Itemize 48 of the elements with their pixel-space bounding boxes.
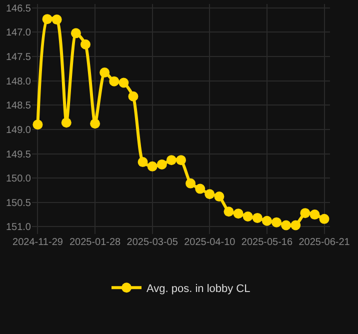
point — [128, 91, 138, 102]
x-tick-label: 2025-03-05 — [126, 237, 178, 248]
point — [204, 189, 215, 200]
y-tick-label: 150.0 — [6, 174, 32, 185]
point — [290, 220, 301, 230]
point — [138, 157, 148, 168]
y-tick-label: 149.0 — [6, 124, 32, 136]
point — [147, 161, 158, 172]
y-tick-label: 149.5 — [6, 149, 32, 160]
point — [156, 159, 167, 170]
point — [166, 155, 176, 166]
x-tick-label: 2025-05-16 — [241, 237, 293, 248]
y-tick-label: 147.0 — [6, 28, 32, 39]
point — [195, 184, 206, 194]
point — [319, 214, 330, 224]
y-tick-label: 146.5 — [6, 3, 32, 14]
point — [272, 217, 282, 228]
point — [214, 192, 224, 202]
point — [252, 212, 262, 223]
point — [109, 76, 120, 86]
point — [233, 208, 244, 219]
point — [70, 28, 81, 38]
x-tick-label: 2024-11-29 — [12, 237, 64, 248]
point — [186, 178, 196, 188]
point — [52, 14, 62, 25]
x-tick-label: 2025-01-28 — [69, 237, 122, 248]
x-tick-label: 2025-06-21 — [298, 237, 350, 248]
point — [262, 216, 272, 226]
point — [42, 14, 52, 24]
y-tick-label: 148.0 — [6, 76, 32, 88]
legend-label: Avg. pos. in lobby CL — [146, 282, 250, 295]
x-tick-label: 2025-04-10 — [184, 237, 236, 248]
point — [224, 206, 234, 217]
point — [310, 210, 320, 220]
y-tick-label: 147.5 — [6, 52, 32, 64]
point — [118, 78, 129, 88]
y-tick-label: 150.5 — [6, 198, 32, 209]
point — [80, 39, 90, 50]
point — [300, 208, 310, 218]
point — [176, 155, 186, 166]
point — [32, 120, 43, 130]
point — [242, 211, 253, 222]
point — [281, 220, 292, 230]
y-tick-label: 151.0 — [6, 222, 32, 234]
y-tick-label: 148.5 — [6, 100, 32, 112]
point — [100, 68, 110, 78]
point — [90, 118, 100, 129]
point — [61, 118, 72, 128]
